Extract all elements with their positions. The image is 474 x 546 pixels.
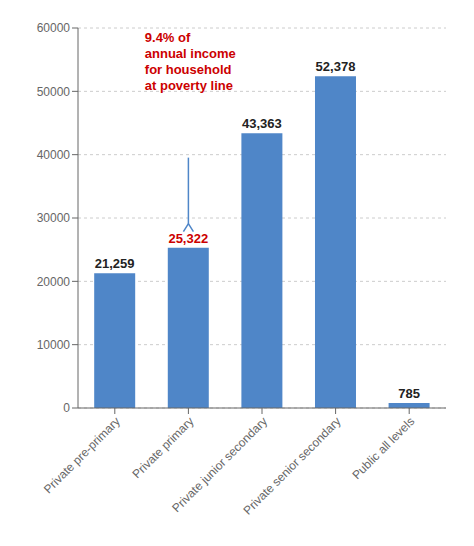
svg-text:25,322: 25,322 xyxy=(168,231,208,246)
svg-text:Private pre-primary: Private pre-primary xyxy=(41,414,123,496)
svg-text:50000: 50000 xyxy=(37,85,71,99)
svg-text:10000: 10000 xyxy=(37,338,71,352)
svg-text:Public all levels: Public all levels xyxy=(349,414,417,482)
svg-text:Private senior secondary: Private senior secondary xyxy=(240,414,343,517)
svg-text:43,363: 43,363 xyxy=(242,116,282,131)
svg-text:Private junior secondary: Private junior secondary xyxy=(169,414,271,516)
svg-text:9.4% ofannual incomefor househ: 9.4% ofannual incomefor householdat pove… xyxy=(145,30,236,93)
svg-text:785: 785 xyxy=(398,386,420,401)
svg-text:0: 0 xyxy=(63,401,70,415)
svg-text:52,378: 52,378 xyxy=(316,59,356,74)
svg-text:21,259: 21,259 xyxy=(95,256,135,271)
svg-text:Private primary: Private primary xyxy=(130,414,197,481)
svg-text:60000: 60000 xyxy=(37,21,71,35)
svg-text:30000: 30000 xyxy=(37,211,71,225)
svg-text:40000: 40000 xyxy=(37,148,71,162)
svg-text:20000: 20000 xyxy=(37,275,71,289)
